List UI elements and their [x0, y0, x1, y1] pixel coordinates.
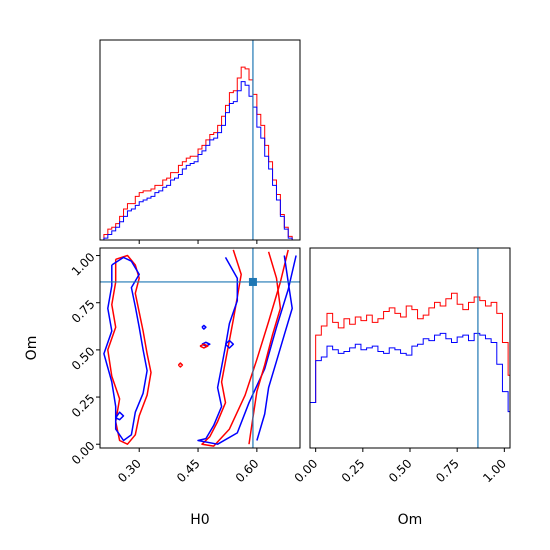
om-xtick-label: 0.00	[292, 456, 321, 485]
h0-marginal-panel	[99, 39, 301, 244]
contour-blue-7	[115, 411, 125, 421]
contour-red-3	[201, 249, 289, 447]
contour-blue-11	[201, 324, 207, 330]
joint-contour-panel: 0.30 0.45 0.60 0.00 0.25 0.50 0.75 1.00	[69, 247, 301, 485]
h0-axis-label: H0	[190, 512, 209, 528]
contour-red-1	[107, 254, 152, 445]
h0-marginal-frame	[99, 39, 301, 241]
joint-truth-marker	[248, 277, 257, 286]
contour-red-9	[199, 343, 209, 349]
om-ytick-label: 0.50	[69, 344, 98, 373]
contour-red-12	[177, 362, 184, 368]
om-ytick-label: 1.00	[69, 250, 98, 279]
om-marginal-frame	[309, 247, 511, 449]
om-ytick-label: 0.75	[69, 297, 98, 326]
om-xtick-label: 1.00	[480, 456, 509, 485]
om-axis-label: Om	[398, 512, 423, 528]
om-xtick-label: 0.50	[386, 456, 415, 485]
h0-xtick-label: 0.60	[233, 456, 262, 485]
joint-frame	[99, 247, 301, 449]
contour-blue-4	[197, 255, 297, 445]
om-xtick-label: 0.25	[339, 456, 368, 485]
om-axis-label-vertical: Om	[24, 336, 40, 361]
h0-histogram-series-1	[100, 66, 300, 240]
h0-histogram-series-2	[100, 81, 300, 240]
contour-blue-2	[103, 256, 148, 442]
om-marginal-panel: 0.00 0.25 0.50 0.75 1.00	[292, 247, 511, 485]
om-ytick-label: 0.25	[69, 391, 98, 420]
om-histogram-series-2	[310, 332, 510, 448]
om-histogram-series-1	[310, 292, 510, 448]
contour-blue-8	[201, 341, 211, 347]
contour-red-5	[248, 251, 282, 445]
h0-xtick-label: 0.30	[115, 456, 144, 485]
om-ytick-label: 0.00	[69, 439, 98, 468]
h0-xtick-label: 0.45	[174, 456, 203, 485]
contour-blue-6	[256, 255, 293, 441]
om-xtick-label: 0.75	[433, 456, 462, 485]
contour-blue-10	[224, 339, 235, 349]
